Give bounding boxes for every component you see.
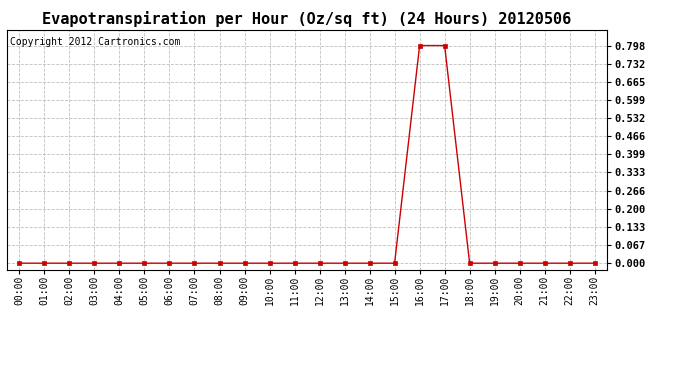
Text: Copyright 2012 Cartronics.com: Copyright 2012 Cartronics.com (10, 37, 180, 47)
Title: Evapotranspiration per Hour (Oz/sq ft) (24 Hours) 20120506: Evapotranspiration per Hour (Oz/sq ft) (… (42, 12, 572, 27)
